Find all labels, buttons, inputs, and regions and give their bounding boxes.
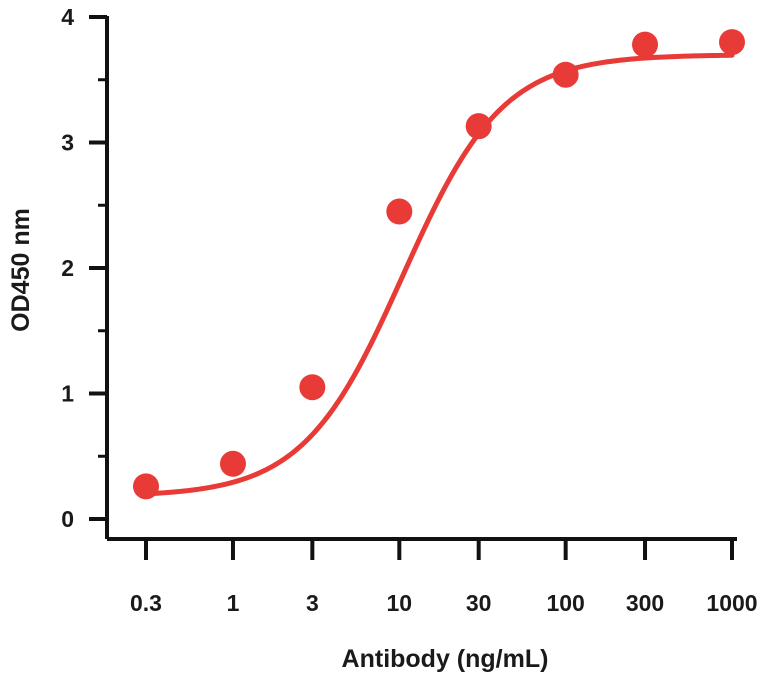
y-tick-label: 4 <box>61 4 74 30</box>
y-axis-ticks: 0 1 2 3 4 <box>61 4 107 532</box>
axes <box>105 16 737 541</box>
data-point <box>465 113 492 140</box>
x-tick-label: 3 <box>306 590 319 616</box>
data-point <box>219 450 246 477</box>
x-tick-label: 0.3 <box>130 590 162 616</box>
x-tick-label: 300 <box>626 590 664 616</box>
data-points <box>133 29 745 500</box>
y-tick-label: 0 <box>61 506 74 532</box>
y-tick-label: 1 <box>61 381 74 407</box>
x-tick-label: 30 <box>466 590 492 616</box>
x-tick-label: 1 <box>227 590 240 616</box>
x-tick-label: 1000 <box>706 590 757 616</box>
data-point <box>632 31 659 58</box>
x-tick-label: 10 <box>387 590 413 616</box>
data-point <box>552 61 579 88</box>
y-tick-label: 2 <box>61 255 74 281</box>
x-axis-title: Antibody (ng/mL) <box>342 645 549 673</box>
data-point <box>299 374 326 401</box>
fit-curve <box>143 52 735 497</box>
x-tick-label: 100 <box>546 590 584 616</box>
data-point <box>133 473 159 500</box>
y-tick-label: 3 <box>61 130 74 156</box>
x-axis-ticks: 0.3 1 3 10 30 100 300 1000 <box>130 539 758 616</box>
data-point <box>386 198 413 225</box>
data-point <box>719 29 745 56</box>
y-axis-title: OD450 nm <box>7 208 35 332</box>
